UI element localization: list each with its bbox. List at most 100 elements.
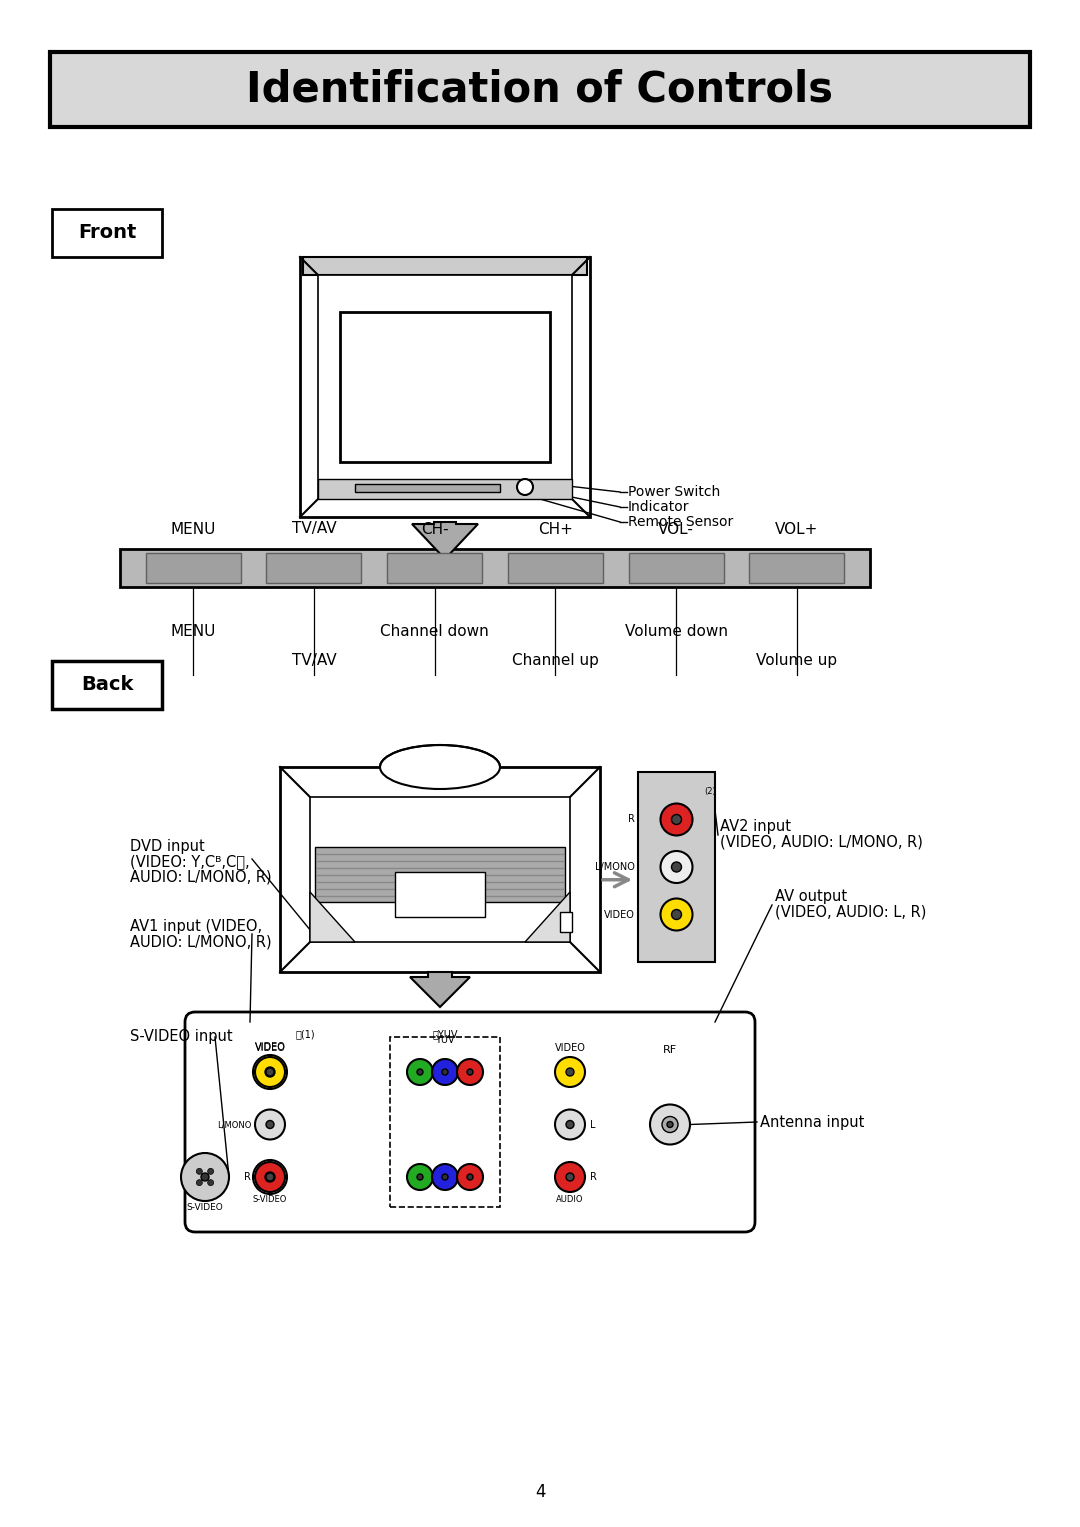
Bar xyxy=(146,553,241,583)
Circle shape xyxy=(672,863,681,872)
Circle shape xyxy=(517,479,534,495)
Circle shape xyxy=(197,1180,202,1185)
Text: VOL+: VOL+ xyxy=(775,522,819,536)
Text: L: L xyxy=(590,1119,595,1130)
Bar xyxy=(390,1037,500,1206)
Text: L/MONO: L/MONO xyxy=(217,1119,251,1128)
FancyBboxPatch shape xyxy=(185,1012,755,1232)
Circle shape xyxy=(661,851,692,883)
Bar xyxy=(638,773,715,962)
Polygon shape xyxy=(310,892,355,942)
Circle shape xyxy=(555,1162,585,1193)
Text: Remote Sensor: Remote Sensor xyxy=(627,515,733,528)
Text: Identification of Controls: Identification of Controls xyxy=(246,69,834,110)
Circle shape xyxy=(417,1069,423,1075)
Circle shape xyxy=(266,1067,274,1077)
Text: Antenna input: Antenna input xyxy=(760,1115,864,1130)
Text: S-VIDEO input: S-VIDEO input xyxy=(130,1029,232,1044)
Text: (2): (2) xyxy=(704,786,716,796)
Text: YUV: YUV xyxy=(435,1035,455,1044)
Text: ⎕(1): ⎕(1) xyxy=(295,1029,314,1038)
Text: S-VIDEO: S-VIDEO xyxy=(187,1202,224,1211)
Text: TV/AV: TV/AV xyxy=(292,522,336,536)
Bar xyxy=(318,479,572,499)
Circle shape xyxy=(181,1153,229,1202)
Text: (VIDEO, AUDIO: L, R): (VIDEO, AUDIO: L, R) xyxy=(775,904,927,919)
Text: S-VIDEO: S-VIDEO xyxy=(253,1194,287,1203)
Text: MENU: MENU xyxy=(171,625,216,640)
Text: Channel down: Channel down xyxy=(380,625,489,640)
Text: CH+: CH+ xyxy=(538,522,572,536)
Text: Volume up: Volume up xyxy=(756,652,837,667)
Circle shape xyxy=(407,1060,433,1086)
Circle shape xyxy=(253,1055,287,1089)
Text: VIDEO: VIDEO xyxy=(255,1043,285,1054)
Text: Channel up: Channel up xyxy=(512,652,598,667)
Circle shape xyxy=(265,1067,275,1077)
Circle shape xyxy=(667,1121,673,1127)
Text: Power Switch: Power Switch xyxy=(627,486,720,499)
Text: R: R xyxy=(244,1173,251,1182)
Bar xyxy=(318,275,572,499)
Circle shape xyxy=(566,1121,573,1128)
Circle shape xyxy=(555,1057,585,1087)
Circle shape xyxy=(265,1173,275,1182)
Circle shape xyxy=(253,1161,287,1194)
Text: DVD input: DVD input xyxy=(130,840,205,855)
Text: VIDEO: VIDEO xyxy=(255,1041,285,1052)
Bar xyxy=(340,312,550,463)
Bar xyxy=(395,872,485,918)
Circle shape xyxy=(650,1104,690,1145)
Circle shape xyxy=(442,1174,448,1180)
Circle shape xyxy=(442,1069,448,1075)
Text: 4: 4 xyxy=(535,1483,545,1501)
Circle shape xyxy=(555,1110,585,1139)
Circle shape xyxy=(255,1110,285,1139)
Circle shape xyxy=(672,814,681,825)
Circle shape xyxy=(467,1174,473,1180)
Text: RF: RF xyxy=(663,1044,677,1055)
Text: AUDIO: L/MONO, R): AUDIO: L/MONO, R) xyxy=(130,869,272,884)
Circle shape xyxy=(255,1057,285,1087)
Text: AUDIO: AUDIO xyxy=(556,1194,584,1203)
Bar xyxy=(380,745,500,770)
Text: Indicator: Indicator xyxy=(627,499,689,515)
Bar xyxy=(52,661,162,709)
Bar xyxy=(387,553,482,583)
Circle shape xyxy=(255,1162,285,1193)
Bar xyxy=(52,209,162,257)
Text: AV1 input (VIDEO,: AV1 input (VIDEO, xyxy=(130,919,262,935)
Circle shape xyxy=(197,1168,202,1174)
Circle shape xyxy=(662,1116,678,1133)
Circle shape xyxy=(432,1060,458,1086)
Circle shape xyxy=(207,1180,214,1185)
Text: AUDIO: L/MONO, R): AUDIO: L/MONO, R) xyxy=(130,935,272,950)
Bar xyxy=(120,550,870,586)
Circle shape xyxy=(661,898,692,930)
Bar xyxy=(303,257,588,275)
Circle shape xyxy=(266,1173,274,1180)
Text: Front: Front xyxy=(78,223,136,243)
Circle shape xyxy=(566,1173,573,1180)
Text: R: R xyxy=(629,814,635,825)
Bar xyxy=(280,767,600,973)
Polygon shape xyxy=(410,973,470,1006)
Circle shape xyxy=(457,1164,483,1190)
Circle shape xyxy=(467,1069,473,1075)
Text: R: R xyxy=(590,1173,597,1182)
Bar xyxy=(267,553,362,583)
Circle shape xyxy=(432,1164,458,1190)
Text: VIDEO: VIDEO xyxy=(554,1043,585,1054)
Text: TV/AV: TV/AV xyxy=(292,652,336,667)
Text: Back: Back xyxy=(81,675,133,695)
Text: AV2 input: AV2 input xyxy=(720,820,791,834)
Circle shape xyxy=(407,1164,433,1190)
Bar xyxy=(310,797,570,942)
Bar xyxy=(508,553,603,583)
Text: AV output: AV output xyxy=(775,890,847,904)
Bar xyxy=(561,912,572,931)
Circle shape xyxy=(661,803,692,835)
Circle shape xyxy=(672,910,681,919)
Polygon shape xyxy=(525,892,570,942)
Text: Volume down: Volume down xyxy=(624,625,728,640)
